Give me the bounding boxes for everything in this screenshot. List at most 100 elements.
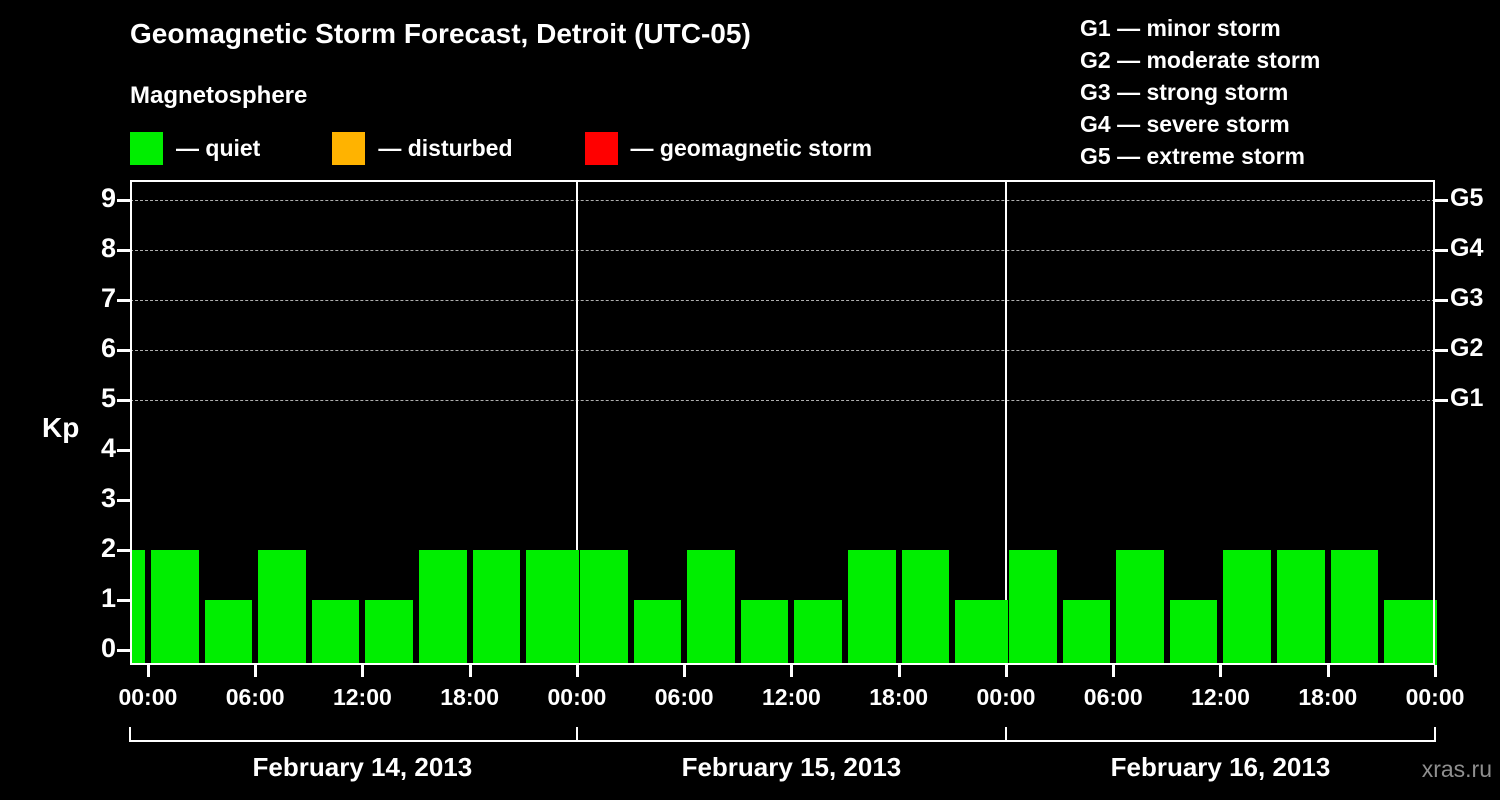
kp-bar-partial — [130, 550, 145, 665]
kp-bar — [526, 550, 579, 665]
chart-title: Geomagnetic Storm Forecast, Detroit (UTC… — [130, 18, 751, 49]
x-tick — [1219, 665, 1223, 677]
kp-bar — [419, 550, 467, 665]
x-tick — [575, 665, 579, 677]
legend-item-storm: — geomagnetic storm — [584, 132, 873, 165]
y-tick-label: 3 — [100, 483, 116, 513]
y-tick — [117, 399, 130, 402]
g-level-tick — [1435, 399, 1448, 402]
y-tick — [117, 599, 130, 602]
y-tick — [117, 199, 130, 202]
x-tick-label: 00:00 — [1405, 684, 1465, 710]
date-label: February 16, 2013 — [1110, 752, 1331, 782]
y-tick — [117, 449, 130, 452]
y-tick-label: 7 — [100, 283, 116, 313]
storm-scale-item-g3: G3 — strong storm — [1080, 79, 1289, 105]
y-tick-label: 0 — [100, 633, 116, 663]
y-tick-label: 2 — [100, 533, 116, 563]
y-tick-label: 6 — [100, 333, 116, 363]
storm-scale-item-g1: G1 — minor storm — [1080, 15, 1281, 41]
y-tick-label: 8 — [100, 233, 116, 263]
x-tick — [897, 665, 901, 677]
x-tick-label: 18:00 — [1298, 684, 1358, 710]
day-divider-line — [1004, 180, 1007, 665]
date-axis-tick — [1004, 727, 1007, 742]
x-tick — [1434, 665, 1437, 677]
g-level-tick — [1435, 199, 1448, 202]
kp-bar — [1223, 550, 1272, 665]
storm-swatch-icon — [584, 132, 618, 165]
x-tick-label: 06:00 — [654, 684, 714, 710]
y-axis-title: Kp — [42, 412, 80, 443]
y-tick-label: 4 — [100, 433, 116, 463]
date-label: February 15, 2013 — [681, 752, 902, 782]
kp-bar — [365, 600, 414, 665]
watermark: xras.ru — [1421, 756, 1492, 782]
kp-bar — [1384, 600, 1437, 665]
x-tick-label: 00:00 — [547, 684, 607, 710]
magnetosphere-label: Magnetosphere — [130, 82, 308, 109]
y-tick — [117, 299, 130, 302]
kp-bar — [794, 600, 843, 665]
kp-bar — [687, 550, 735, 665]
y-tick — [117, 549, 130, 552]
g-level-label: G4 — [1450, 234, 1484, 262]
x-tick — [361, 665, 365, 677]
x-tick — [1326, 665, 1330, 677]
legend-label-storm: — geomagnetic storm — [630, 135, 873, 161]
y-tick-label: 5 — [100, 383, 116, 413]
x-tick — [1112, 665, 1116, 677]
kp-bar — [311, 600, 360, 665]
g-level-label: G3 — [1450, 284, 1484, 312]
kp-bar — [901, 550, 950, 665]
g-level-tick — [1435, 299, 1448, 302]
g-level-label: G1 — [1450, 384, 1484, 412]
x-tick-label: 06:00 — [225, 684, 285, 710]
quiet-swatch-icon — [130, 132, 163, 165]
disturbed-swatch-icon — [332, 132, 366, 165]
x-tick-label: 12:00 — [332, 684, 392, 710]
gridline-g5 — [130, 200, 1435, 201]
storm-scale-item-g4: G4 — severe storm — [1080, 111, 1290, 137]
kp-bar — [1008, 550, 1057, 665]
gridline-g4 — [130, 250, 1435, 251]
x-tick-label: 12:00 — [762, 684, 821, 710]
kp-bar — [955, 600, 1008, 665]
date-axis-tick — [1434, 727, 1436, 742]
color-legend: — quiet — disturbed — geomagnetic storm — [130, 132, 872, 165]
x-tick — [468, 665, 472, 677]
day-divider-line — [575, 180, 578, 665]
x-tick-label: 00:00 — [118, 684, 178, 710]
g-level-label: G5 — [1450, 184, 1484, 212]
kp-bar — [1169, 600, 1218, 665]
x-tick-label: 00:00 — [976, 684, 1036, 710]
gridline-g3 — [130, 300, 1435, 301]
y-tick-label: 1 — [100, 583, 116, 613]
kp-bar — [579, 550, 628, 665]
kp-bar — [740, 600, 789, 665]
g-level-tick — [1435, 249, 1448, 252]
kp-bar — [633, 600, 682, 665]
x-tick — [1004, 665, 1008, 677]
kp-bar — [472, 550, 521, 665]
kp-bar — [1277, 550, 1325, 665]
storm-scale-legend: G1 — minor storm G2 — moderate storm G3 … — [1080, 12, 1320, 172]
x-tick — [790, 665, 794, 677]
y-tick — [117, 649, 130, 652]
x-tick — [254, 665, 258, 677]
x-tick-label: 06:00 — [1083, 684, 1143, 710]
kp-bar — [204, 600, 253, 665]
date-label: February 14, 2013 — [252, 752, 473, 782]
kp-bar — [1330, 550, 1379, 665]
y-tick — [117, 349, 130, 352]
storm-scale-item-g5: G5 — extreme storm — [1080, 143, 1305, 169]
x-tick — [683, 665, 687, 677]
kp-bar — [258, 550, 306, 665]
date-axis-line — [130, 740, 1435, 742]
g-level-tick — [1435, 349, 1448, 352]
g-level-label: G2 — [1450, 334, 1484, 362]
legend-item-disturbed: — disturbed — [332, 132, 513, 165]
x-tick-label: 18:00 — [440, 684, 500, 710]
y-tick-label: 9 — [100, 183, 116, 213]
storm-scale-item-g2: G2 — moderate storm — [1080, 47, 1321, 73]
